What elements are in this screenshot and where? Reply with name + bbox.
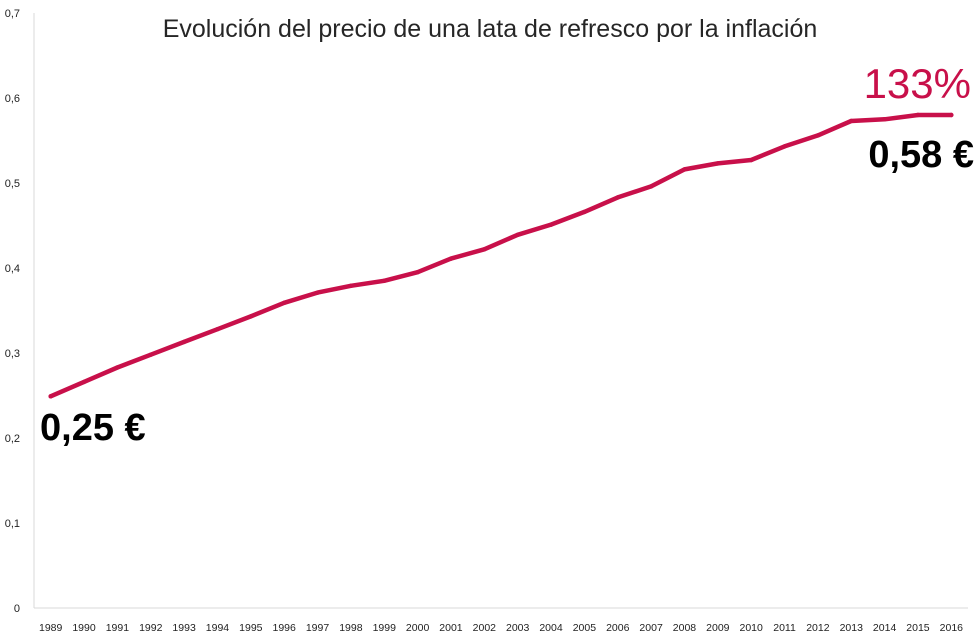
data-point [582, 209, 587, 215]
data-point [248, 314, 254, 319]
end-price-annotation: 0,58 € [868, 134, 974, 176]
y-tick-label: 0,5 [5, 178, 20, 190]
x-tick-label: 2001 [439, 622, 463, 634]
y-tick-label: 0,4 [5, 263, 20, 275]
data-point [815, 133, 821, 138]
series-line [48, 112, 954, 399]
data-point [448, 256, 454, 261]
y-tick-label: 0,3 [5, 348, 20, 360]
data-point [648, 184, 654, 189]
x-tick-label: 1998 [339, 622, 363, 634]
data-point [81, 379, 87, 385]
data-point [115, 365, 120, 370]
x-tick-label: 2011 [773, 622, 796, 634]
y-tick-label: 0,6 [5, 93, 20, 105]
data-point [148, 352, 153, 357]
x-tick-label: 1997 [306, 622, 330, 634]
series-points [48, 112, 954, 399]
data-point [682, 167, 687, 172]
data-point [415, 270, 420, 275]
x-axis-ticks: 1989 1990 1991 1992 1993 1994 1995 1996 1997 1998… [39, 622, 963, 634]
y-tick-label: 0,2 [5, 433, 20, 445]
data-point [348, 283, 354, 289]
data-point [382, 278, 387, 283]
x-tick-label: 2014 [873, 622, 897, 634]
x-tick-label: 1993 [172, 622, 196, 634]
data-point [615, 195, 620, 200]
x-tick-label: 2007 [639, 622, 663, 634]
y-tick-label: 0,7 [5, 8, 20, 20]
data-point [515, 232, 520, 238]
increase-percent-annotation: 133% [864, 60, 971, 107]
data-point [715, 161, 721, 166]
x-tick-label: 2004 [539, 622, 563, 634]
data-point [48, 394, 53, 399]
x-tick-label: 1989 [39, 622, 63, 634]
data-point [849, 118, 854, 124]
x-tick-label: 2005 [573, 622, 597, 634]
data-point [782, 144, 787, 149]
data-point [915, 112, 921, 118]
x-tick-label: 2000 [406, 622, 430, 634]
data-point [215, 327, 220, 332]
data-point [482, 247, 487, 252]
y-axis-ticks: 0 0,1 0,2 0,3 0,4 0,5 0,6 0,7 [5, 8, 20, 615]
start-price-annotation: 0,25 € [40, 407, 146, 449]
x-tick-label: 2006 [606, 622, 630, 634]
x-tick-label: 2012 [806, 622, 830, 634]
chart-title: Evolución del precio de una lata de refr… [163, 15, 818, 43]
data-point [315, 290, 320, 295]
x-tick-label: 2008 [673, 622, 697, 634]
data-point [281, 300, 287, 306]
x-tick-label: 2002 [473, 622, 497, 634]
x-tick-label: 2003 [506, 622, 530, 634]
x-tick-label: 1999 [373, 622, 397, 634]
data-point [949, 112, 954, 118]
x-tick-label: 1994 [206, 622, 230, 634]
y-tick-label: 0,1 [5, 518, 20, 530]
x-tick-label: 2016 [940, 622, 964, 634]
x-tick-label: 1992 [139, 622, 163, 634]
data-point [882, 117, 887, 122]
x-tick-label: 1991 [106, 622, 130, 634]
x-tick-label: 2010 [739, 622, 763, 634]
x-tick-label: 2013 [840, 622, 864, 634]
x-tick-label: 2009 [706, 622, 730, 634]
x-tick-label: 1995 [239, 622, 263, 634]
data-point [181, 339, 187, 345]
y-tick-label: 0 [14, 603, 20, 615]
x-tick-label: 1996 [272, 622, 296, 634]
data-point [748, 157, 754, 163]
data-point [548, 222, 554, 227]
x-tick-label: 2015 [906, 622, 930, 634]
x-tick-label: 1990 [72, 622, 96, 634]
